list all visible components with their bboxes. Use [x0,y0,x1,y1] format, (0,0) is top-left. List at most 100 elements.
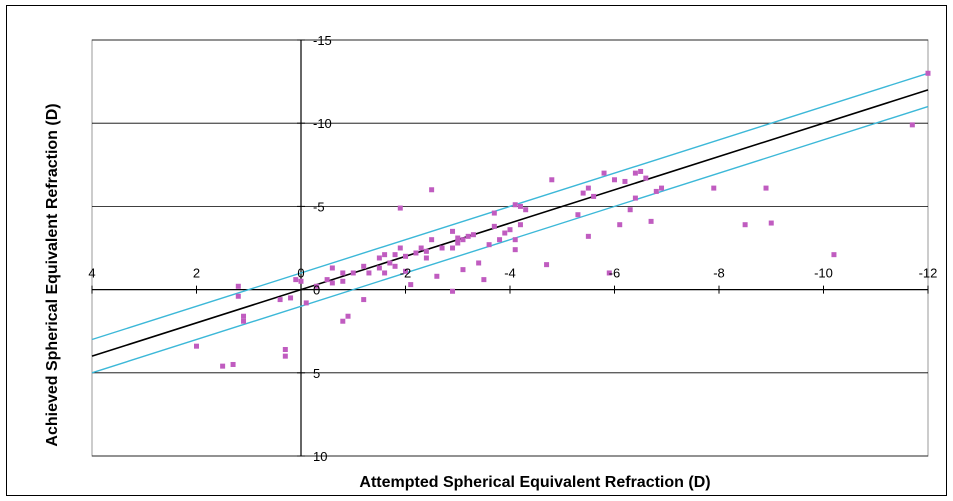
data-point [491,223,497,229]
grid-lines [91,39,929,457]
data-point [235,283,241,289]
data-point [450,245,456,251]
data-point [512,247,518,253]
y-tick-label: 0 [313,283,320,298]
data-point [340,278,346,284]
data-point [298,278,304,284]
data-point [617,222,623,228]
data-point [324,277,330,283]
data-point [517,222,523,228]
data-point [303,300,309,306]
data-point [591,193,597,199]
data-point [345,313,351,319]
x-tick-label: -12 [919,266,938,281]
y-axis-title: Achieved Spherical Equivalent Refraction… [44,103,61,446]
axes [91,39,929,457]
data-point [429,187,435,193]
plot-border [91,39,929,457]
y-tick-label: -10 [313,116,332,131]
data-point [517,203,523,209]
data-point [282,347,288,353]
x-tick-label: -8 [713,266,725,281]
data-point [282,353,288,359]
data-point [659,185,665,191]
data-points [194,70,931,369]
data-point [460,267,466,273]
data-point [376,265,382,271]
data-point [403,268,408,274]
data-point [397,205,403,211]
data-point [329,265,335,271]
data-point [476,260,482,266]
y-tick-label: -15 [313,33,332,48]
data-point [470,232,476,238]
data-point [423,255,429,261]
data-point [350,270,356,276]
data-point [497,237,503,243]
identity-line [91,89,929,357]
x-axis-title: Attempted Spherical Equivalent Refractio… [359,474,710,491]
data-point [638,168,644,174]
data-point [403,253,408,259]
tick-labels: 4 2 0 -2 -4 -6 -8 -10 -12 -15 -10 -5 0 5 10 [88,33,937,464]
data-point [575,212,581,218]
data-point [460,237,466,243]
data-point [235,293,241,299]
data-point [241,318,247,324]
data-point [434,273,440,279]
data-point [392,252,398,258]
data-point [612,177,617,183]
reference-lines [91,72,929,374]
data-point [382,252,388,258]
data-point [512,202,518,208]
data-point [622,178,628,184]
data-point [361,297,367,303]
data-point [387,260,393,266]
x-tick-label: -6 [609,266,621,281]
y-tick-label: 5 [313,366,320,381]
data-point [627,207,633,213]
data-point [340,318,346,324]
data-point [523,207,529,213]
data-point [549,177,555,183]
data-point [632,195,638,201]
data-point [742,222,748,228]
data-point [429,237,435,243]
data-point [486,242,492,248]
data-point [465,233,471,239]
data-point [413,250,419,256]
data-point [418,245,424,251]
data-point [220,363,226,369]
data-point [632,170,638,176]
data-point [648,218,654,224]
data-point [606,270,612,276]
data-point [653,188,659,194]
lower-bound-line [91,105,929,374]
data-point [481,277,487,283]
data-point [585,185,591,191]
data-point [831,252,837,258]
data-point [241,313,247,319]
x-tick-label: -10 [814,266,833,281]
data-point [277,297,283,303]
data-point [502,230,508,236]
data-point [768,220,774,226]
data-point [329,280,335,286]
data-point [585,233,591,239]
data-point [763,185,769,191]
y-tick-label: -5 [313,199,325,214]
data-point [580,190,586,196]
data-point [230,361,236,367]
x-tick-label: -4 [504,266,516,281]
data-point [376,255,382,261]
data-point [455,235,461,241]
data-point [909,122,915,128]
x-tick-label: 2 [193,266,200,281]
x-tick-label: 4 [88,266,95,281]
data-point [925,70,931,76]
x-tick-label: 0 [297,266,304,281]
data-point [392,263,398,269]
y-tick-label: 10 [313,449,327,464]
data-point [194,343,199,349]
